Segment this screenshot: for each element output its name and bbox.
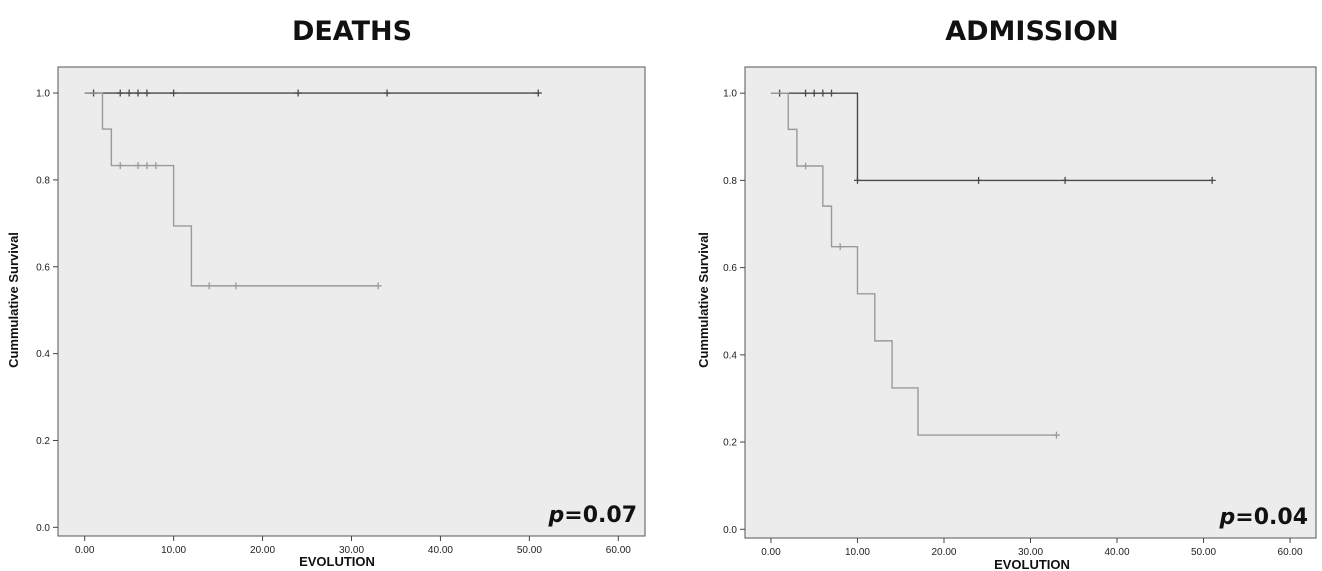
x-tick-label: 30.00	[1018, 547, 1043, 558]
p-symbol: p	[1219, 505, 1236, 530]
x-tick-label: 50.00	[1191, 547, 1216, 558]
x-tick-label: 20.00	[931, 547, 956, 558]
y-tick-label: 0.4	[36, 349, 50, 360]
y-tick-label: 0.6	[723, 263, 737, 274]
x-tick-label: 60.00	[1278, 547, 1303, 558]
censor-mark	[143, 162, 151, 170]
censor-mark	[828, 89, 836, 97]
p-value: =0.07	[564, 503, 637, 528]
y-tick-label: 0.2	[723, 438, 737, 449]
censor-mark	[534, 89, 542, 97]
x-tick-label: 40.00	[1104, 547, 1129, 558]
x-tick-label: 10.00	[161, 545, 186, 556]
x-tick-label: 0.00	[761, 547, 781, 558]
survival-curve-1	[84, 92, 379, 287]
censor-mark	[134, 89, 142, 97]
chart-deaths: DEATHS 0.0 0.2 0.4 0.6 0.8 1.0 0.00 10.00 20.00…	[6, 16, 646, 569]
censor-mark	[116, 89, 124, 97]
censor-mark	[232, 282, 240, 290]
plot-area	[744, 66, 1317, 539]
x-axis-label: EVOLUTION	[994, 557, 1070, 571]
x-tick-label: 10.00	[845, 547, 870, 558]
y-tick-label: 0.2	[36, 436, 50, 447]
y-tick-label: 0.8	[723, 176, 737, 187]
censor-mark	[125, 89, 133, 97]
censor-mark	[1052, 431, 1060, 439]
p-value-annotation: p=0.07	[548, 503, 637, 528]
censor-mark	[819, 89, 827, 97]
censor-mark	[152, 162, 160, 170]
censor-mark	[802, 162, 810, 170]
y-tick-label: 0.0	[36, 523, 50, 534]
censor-mark	[836, 243, 844, 251]
y-tick-label: 0.0	[723, 525, 737, 536]
plot-area	[57, 66, 646, 537]
censor-mark	[294, 89, 302, 97]
x-tick-label: 60.00	[606, 545, 631, 556]
censor-mark	[383, 89, 391, 97]
x-tick-label: 0.00	[75, 545, 95, 556]
censor-mark	[116, 162, 124, 170]
y-axis-label: Cummulative Survival	[696, 232, 711, 368]
y-tick-label: 0.8	[36, 175, 50, 186]
y-tick-label: 1.0	[723, 89, 737, 100]
y-tick-label: 0.4	[723, 350, 737, 361]
censor-mark	[1208, 176, 1216, 184]
chart-title: DEATHS	[292, 16, 412, 47]
censor-mark	[853, 176, 861, 184]
x-tick-label: 40.00	[428, 545, 453, 556]
censor-mark	[170, 89, 178, 97]
censor-mark	[374, 282, 382, 290]
chart-title: ADMISSION	[945, 16, 1119, 47]
y-tick-label: 0.6	[36, 262, 50, 273]
y-axis-label: Cummulative Survival	[6, 232, 21, 368]
p-symbol: p	[548, 503, 565, 528]
censor-mark	[134, 162, 142, 170]
x-axis-label: EVOLUTION	[299, 554, 375, 569]
x-tick-label: 30.00	[339, 545, 364, 556]
survival-curve-1	[770, 92, 1057, 436]
y-tick-label: 1.0	[36, 89, 50, 100]
censor-mark	[802, 89, 810, 97]
censor-mark	[975, 176, 983, 184]
censor-mark	[205, 282, 213, 290]
x-tick-label: 20.00	[250, 545, 275, 556]
censor-mark	[143, 89, 151, 97]
censor-mark	[810, 89, 818, 97]
p-value: =0.04	[1235, 505, 1308, 530]
censor-mark	[1061, 176, 1069, 184]
chart-admission: ADMISSION 0.0 0.2 0.4 0.6 0.8 1.0 0.00 10.00 20…	[696, 16, 1317, 571]
x-tick-label: 50.00	[517, 545, 542, 556]
p-value-annotation: p=0.04	[1219, 505, 1308, 530]
